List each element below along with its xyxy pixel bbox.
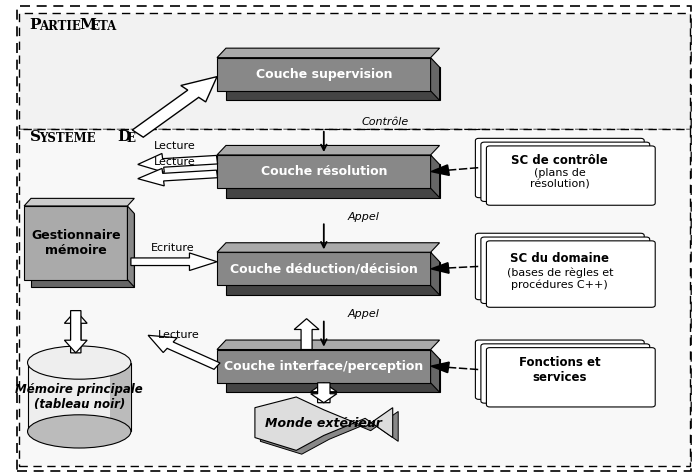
Polygon shape <box>430 155 440 198</box>
Text: E: E <box>126 132 135 145</box>
Polygon shape <box>217 48 440 58</box>
Polygon shape <box>430 349 440 392</box>
Ellipse shape <box>27 346 131 379</box>
Polygon shape <box>294 319 319 349</box>
Text: Ecriture: Ecriture <box>150 243 194 253</box>
Polygon shape <box>217 340 440 349</box>
Text: SC du domaine: SC du domaine <box>510 252 609 265</box>
Text: Couche interface/perception: Couche interface/perception <box>224 360 424 373</box>
Polygon shape <box>138 153 218 172</box>
FancyBboxPatch shape <box>481 142 650 201</box>
Text: (plans de
résolution): (plans de résolution) <box>530 168 589 190</box>
Text: S: S <box>29 130 41 144</box>
Polygon shape <box>311 383 337 403</box>
Polygon shape <box>64 311 87 353</box>
Ellipse shape <box>27 415 131 448</box>
Bar <box>226 164 440 198</box>
Polygon shape <box>127 206 134 287</box>
Text: ETA: ETA <box>91 20 117 33</box>
FancyBboxPatch shape <box>486 347 655 407</box>
Polygon shape <box>431 165 449 175</box>
FancyBboxPatch shape <box>475 340 644 399</box>
Polygon shape <box>132 77 217 137</box>
Text: Contrôle: Contrôle <box>362 117 409 127</box>
Text: Fonctions et
services: Fonctions et services <box>519 356 601 384</box>
FancyBboxPatch shape <box>481 344 650 403</box>
Text: Monde extérieur: Monde extérieur <box>265 417 382 430</box>
Bar <box>24 206 127 279</box>
Text: Lecture: Lecture <box>158 330 200 340</box>
Polygon shape <box>148 335 220 369</box>
Text: Gestionnaire
mémoire: Gestionnaire mémoire <box>31 229 120 257</box>
Polygon shape <box>217 243 440 252</box>
Text: YSTEME: YSTEME <box>39 132 96 145</box>
Text: Couche supervision: Couche supervision <box>256 68 392 81</box>
Text: Lecture: Lecture <box>153 141 195 151</box>
Text: Mémoire principale
(tableau noir): Mémoire principale (tableau noir) <box>15 383 143 411</box>
Text: Couche résolution: Couche résolution <box>260 165 387 178</box>
Bar <box>217 252 430 286</box>
Bar <box>217 58 430 91</box>
Bar <box>226 359 440 392</box>
FancyBboxPatch shape <box>486 241 655 307</box>
Polygon shape <box>64 311 87 353</box>
FancyBboxPatch shape <box>19 129 690 466</box>
Text: Lecture: Lecture <box>153 157 195 167</box>
Polygon shape <box>430 58 440 100</box>
Text: D: D <box>117 130 130 144</box>
Polygon shape <box>431 263 449 273</box>
FancyBboxPatch shape <box>475 233 644 300</box>
Bar <box>226 67 440 100</box>
Polygon shape <box>311 383 337 403</box>
Polygon shape <box>431 362 449 373</box>
Bar <box>226 262 440 295</box>
Polygon shape <box>138 169 218 186</box>
FancyBboxPatch shape <box>486 146 655 205</box>
FancyBboxPatch shape <box>481 237 650 304</box>
Polygon shape <box>255 397 393 450</box>
Polygon shape <box>131 253 217 270</box>
Text: SC de contrôle: SC de contrôle <box>512 154 608 168</box>
FancyBboxPatch shape <box>19 12 690 129</box>
Text: P: P <box>29 18 41 32</box>
Bar <box>110 363 131 431</box>
Bar <box>27 363 131 431</box>
Text: ARTIE: ARTIE <box>39 20 81 33</box>
FancyBboxPatch shape <box>475 139 644 198</box>
Polygon shape <box>217 146 440 155</box>
Polygon shape <box>260 401 398 454</box>
Text: Appel: Appel <box>348 309 380 319</box>
Polygon shape <box>24 198 134 206</box>
Text: Appel: Appel <box>348 212 380 222</box>
Bar <box>217 349 430 383</box>
Bar <box>31 214 134 287</box>
Text: (bases de règles et
procédures C++): (bases de règles et procédures C++) <box>507 268 613 290</box>
Bar <box>217 155 430 188</box>
Polygon shape <box>430 252 440 295</box>
Text: M: M <box>79 18 96 32</box>
FancyBboxPatch shape <box>18 6 691 471</box>
Text: Couche déduction/décision: Couche déduction/décision <box>230 262 418 275</box>
